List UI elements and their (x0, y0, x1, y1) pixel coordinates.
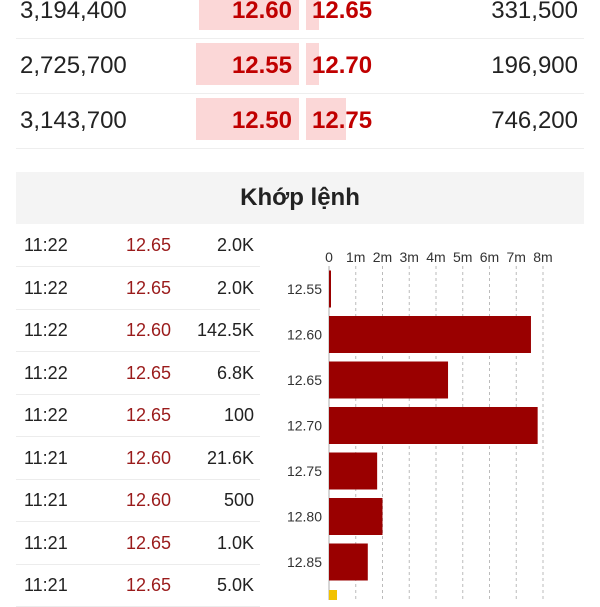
x-tick-label: 5m (453, 249, 472, 265)
price-level-label: 12.75 (287, 463, 322, 479)
ask-depth-bar (306, 0, 319, 30)
x-tick-label: 1m (346, 249, 365, 265)
trade-volume: 2.0K (216, 277, 254, 298)
bid-volume: 3,194,400 (20, 0, 127, 24)
x-tick-label: 7m (507, 249, 526, 265)
x-tick-label: 4m (426, 249, 445, 265)
price-level-label: 12.60 (287, 327, 322, 343)
trade-volume: 21.6K (206, 447, 254, 468)
volume-by-price-chart: 0 1m 2m 3m 4m 5m 6m 7m 8m 12.55 12.60 12.65 12.70 12.… (287, 249, 553, 600)
trade-row[interactable]: 11:22 12.65 2.0K (16, 224, 260, 267)
bid-volume: 3,143,700 (20, 107, 127, 134)
trade-time: 11:21 (24, 575, 68, 595)
trade-price: 12.60 (126, 490, 172, 510)
highlighted-volume-bar[interactable] (329, 590, 337, 600)
bid-depth-bar (196, 98, 299, 140)
trade-volume: 500 (223, 490, 254, 510)
x-tick-label: 3m (400, 249, 419, 265)
trade-time: 11:21 (24, 447, 68, 468)
bid-price: 12.50 (231, 107, 292, 134)
price-level-label: 12.55 (287, 281, 322, 297)
trade-volume: 1.0K (216, 532, 254, 553)
ask-volume: 746,200 (491, 107, 578, 134)
bid-depth-bar (196, 43, 299, 85)
bid-volume: 2,725,700 (20, 52, 127, 79)
trade-price: 12.60 (126, 320, 172, 340)
trade-time: 11:22 (24, 277, 68, 298)
trade-volume: 6.8K (216, 362, 254, 383)
volume-bar[interactable] (329, 452, 378, 490)
ask-volume: 196,900 (491, 52, 578, 79)
price-level-label: 12.85 (287, 554, 322, 570)
order-book-row[interactable]: 3,194,400 12.60 12.65 331,500 (16, 0, 584, 39)
bid-price: 12.60 (231, 0, 292, 24)
trade-row[interactable]: 11:22 12.60 142.5K (16, 309, 260, 352)
x-tick-label: 8m (533, 249, 552, 265)
ask-price: 12.65 (312, 0, 373, 24)
volume-bar[interactable] (329, 543, 368, 581)
trade-row[interactable]: 11:22 12.65 2.0K (16, 267, 260, 310)
order-book: 3,194,400 12.60 12.65 331,500 2,725,700 12.55… (0, 0, 600, 150)
ask-price: 12.75 (312, 107, 373, 134)
trade-time: 11:21 (24, 532, 68, 553)
volume-bar[interactable] (329, 316, 531, 353)
x-tick-label: 2m (373, 249, 392, 265)
trade-price: 12.65 (126, 405, 172, 425)
trade-row[interactable]: 11:21 12.65 5.0K (16, 564, 260, 607)
trade-row[interactable]: 11:21 12.60 21.6K (16, 437, 260, 480)
trade-price: 12.65 (126, 532, 172, 553)
volume-bar[interactable] (329, 407, 538, 444)
trade-volume: 100 (223, 405, 254, 425)
ask-volume: 331,500 (491, 0, 578, 24)
price-level-label: 12.70 (287, 418, 322, 434)
price-level-label: 12.80 (287, 509, 322, 525)
ask-price: 12.70 (312, 52, 373, 79)
trade-row[interactable]: 11:21 12.65 1.0K (16, 522, 260, 565)
x-tick-label: 6m (480, 249, 499, 265)
trade-price: 12.60 (126, 447, 172, 468)
trade-price: 12.65 (126, 575, 172, 595)
section-title: Khớp lệnh (16, 172, 584, 224)
trade-time: 11:22 (24, 362, 68, 383)
ask-depth-bar (306, 43, 319, 85)
volume-bar[interactable] (329, 361, 449, 399)
trade-row[interactable]: 11:22 12.65 6.8K (16, 352, 260, 395)
volume-bar[interactable] (329, 498, 383, 535)
x-tick-label: 0 (325, 249, 333, 265)
trade-row[interactable]: 11:22 12.65 100 (16, 394, 260, 437)
trade-time: 11:22 (24, 235, 68, 255)
volume-bar[interactable] (329, 270, 331, 308)
ask-depth-bar (306, 98, 346, 140)
trade-volume: 2.0K (216, 235, 254, 255)
trade-time: 11:22 (24, 405, 68, 425)
price-level-label: 12.65 (287, 372, 322, 388)
trade-volume: 5.0K (216, 575, 254, 595)
trade-price: 12.65 (126, 235, 172, 255)
trade-list: 11:22 12.65 2.0K 11:22 12.65 2.0K 11:22 12.60 14… (16, 224, 260, 607)
trade-time: 11:22 (24, 320, 68, 340)
trade-time: 11:21 (24, 490, 68, 510)
bid-price: 12.55 (231, 52, 292, 79)
trade-price: 12.65 (126, 362, 172, 383)
trade-volume: 142.5K (196, 320, 254, 340)
trade-price: 12.65 (126, 277, 172, 298)
order-book-row[interactable]: 3,143,700 12.50 12.75 746,200 (16, 93, 584, 149)
bid-depth-bar (199, 0, 299, 30)
trade-row[interactable]: 11:21 12.60 500 (16, 479, 260, 522)
order-book-row[interactable]: 2,725,700 12.55 12.70 196,900 (16, 38, 584, 94)
